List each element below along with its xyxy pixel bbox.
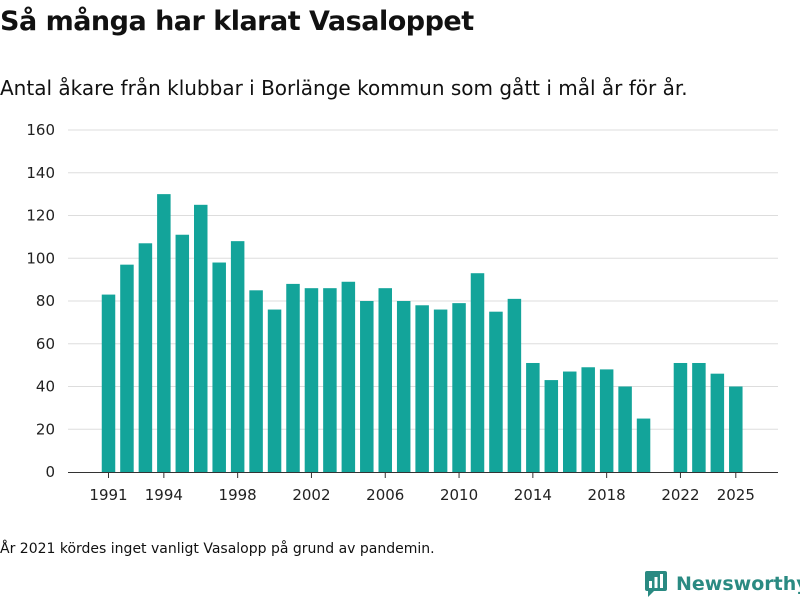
x-tick-label: 2006 (366, 486, 404, 504)
bar (101, 294, 116, 472)
chart-title: Så många har klarat Vasaloppet (0, 6, 474, 37)
x-tick-label: 2002 (292, 486, 330, 504)
bar (563, 371, 577, 472)
bar (470, 273, 485, 472)
x-tick-label: 2022 (661, 486, 699, 504)
x-tick-label: 2014 (514, 486, 552, 504)
bar (175, 234, 190, 472)
bar (599, 369, 614, 472)
x-tick-label: 1998 (219, 486, 257, 504)
x-tick-label: 1994 (145, 486, 183, 504)
y-tick-label: 160 (26, 121, 55, 139)
y-tick-label: 40 (36, 378, 55, 396)
bar (360, 301, 374, 472)
x-tick-label: 1991 (89, 486, 127, 504)
bar (249, 290, 263, 472)
y-tick-label: 0 (45, 463, 55, 481)
bars (101, 194, 743, 472)
y-tick-label: 120 (26, 207, 55, 225)
y-tick-label: 140 (26, 164, 55, 182)
bar (194, 204, 208, 472)
bar (673, 362, 688, 472)
bar (230, 241, 245, 472)
bar (692, 362, 706, 472)
y-tick-label: 100 (26, 249, 55, 267)
bar (323, 288, 337, 472)
newsworthy-logo-icon (645, 571, 667, 597)
y-tick-label: 20 (36, 420, 55, 438)
bar (636, 418, 651, 472)
brand[interactable]: Newsworthy (644, 569, 800, 599)
y-tick-label: 60 (36, 335, 55, 353)
bar (729, 386, 743, 472)
bar (507, 298, 522, 472)
brand-name: Newsworthy (676, 573, 800, 595)
bar (489, 311, 503, 472)
y-tick-label: 80 (36, 292, 55, 310)
bar (157, 194, 171, 472)
footnote: År 2021 kördes inget vanligt Vasalopp på… (0, 541, 435, 557)
bar (581, 367, 595, 472)
chart-subtitle: Antal åkare från klubbar i Borlänge komm… (0, 76, 688, 100)
bar (618, 386, 632, 472)
bar (396, 301, 411, 472)
bar (378, 288, 392, 472)
bar (452, 303, 466, 472)
bar (120, 264, 134, 472)
bar (710, 373, 725, 472)
bar (341, 281, 356, 472)
bar (544, 380, 559, 472)
bar (415, 305, 429, 472)
x-axis-ticks: 1991 1994 1998 2002 2006 2010 2014 2018 2022 2025 (89, 472, 755, 504)
bar (526, 362, 540, 472)
bar (138, 243, 153, 472)
y-axis-ticks: 0 20 40 60 80 100 120 140 160 (26, 121, 55, 481)
x-tick-label: 2025 (717, 486, 755, 504)
bar (286, 283, 300, 472)
x-tick-label: 2018 (588, 486, 626, 504)
bar (212, 262, 226, 472)
x-tick-label: 2010 (440, 486, 478, 504)
bar (267, 309, 282, 472)
bar (433, 309, 448, 472)
bar (304, 288, 319, 472)
